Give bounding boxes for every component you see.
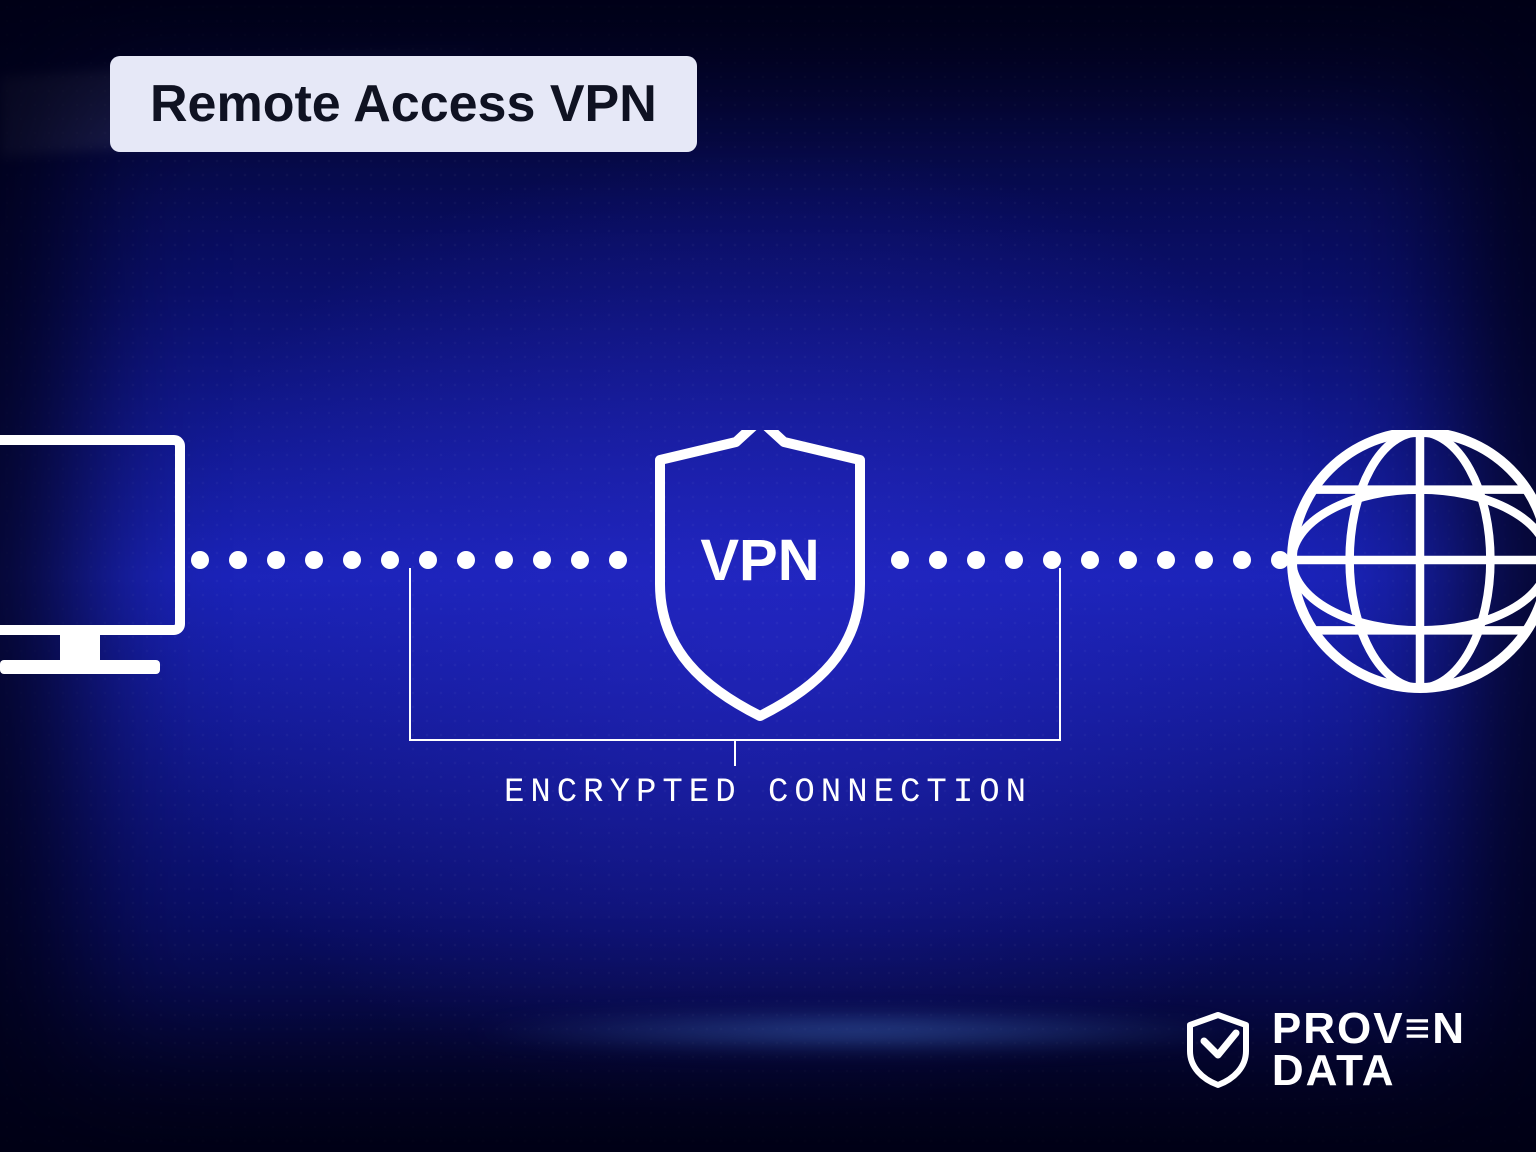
brand-shield-icon — [1182, 1011, 1254, 1089]
title-badge: Remote Access VPN — [110, 56, 697, 152]
brand-line2: DATA — [1272, 1050, 1466, 1092]
globe-icon — [1292, 432, 1536, 688]
diagram-svg: VPN — [0, 430, 1536, 890]
vpn-diagram: VPN ENCRYPTED CONNECTION — [0, 430, 1536, 890]
vpn-shield-icon: VPN — [660, 430, 860, 716]
brand-line1: PROV≡N — [1272, 1008, 1466, 1050]
vpn-shield-label: VPN — [700, 528, 819, 593]
title-text: Remote Access VPN — [150, 75, 657, 133]
brand-text: PROV≡N DATA — [1272, 1008, 1466, 1092]
brand-logo: PROV≡N DATA — [1182, 1008, 1466, 1092]
monitor-icon — [0, 440, 180, 674]
background-bottom-glow — [461, 1012, 1260, 1052]
infographic-canvas: Remote Access VPN VPN ENCRYPTED CONNECTI… — [0, 0, 1536, 1152]
encrypted-connection-label: ENCRYPTED CONNECTION — [504, 774, 1032, 812]
